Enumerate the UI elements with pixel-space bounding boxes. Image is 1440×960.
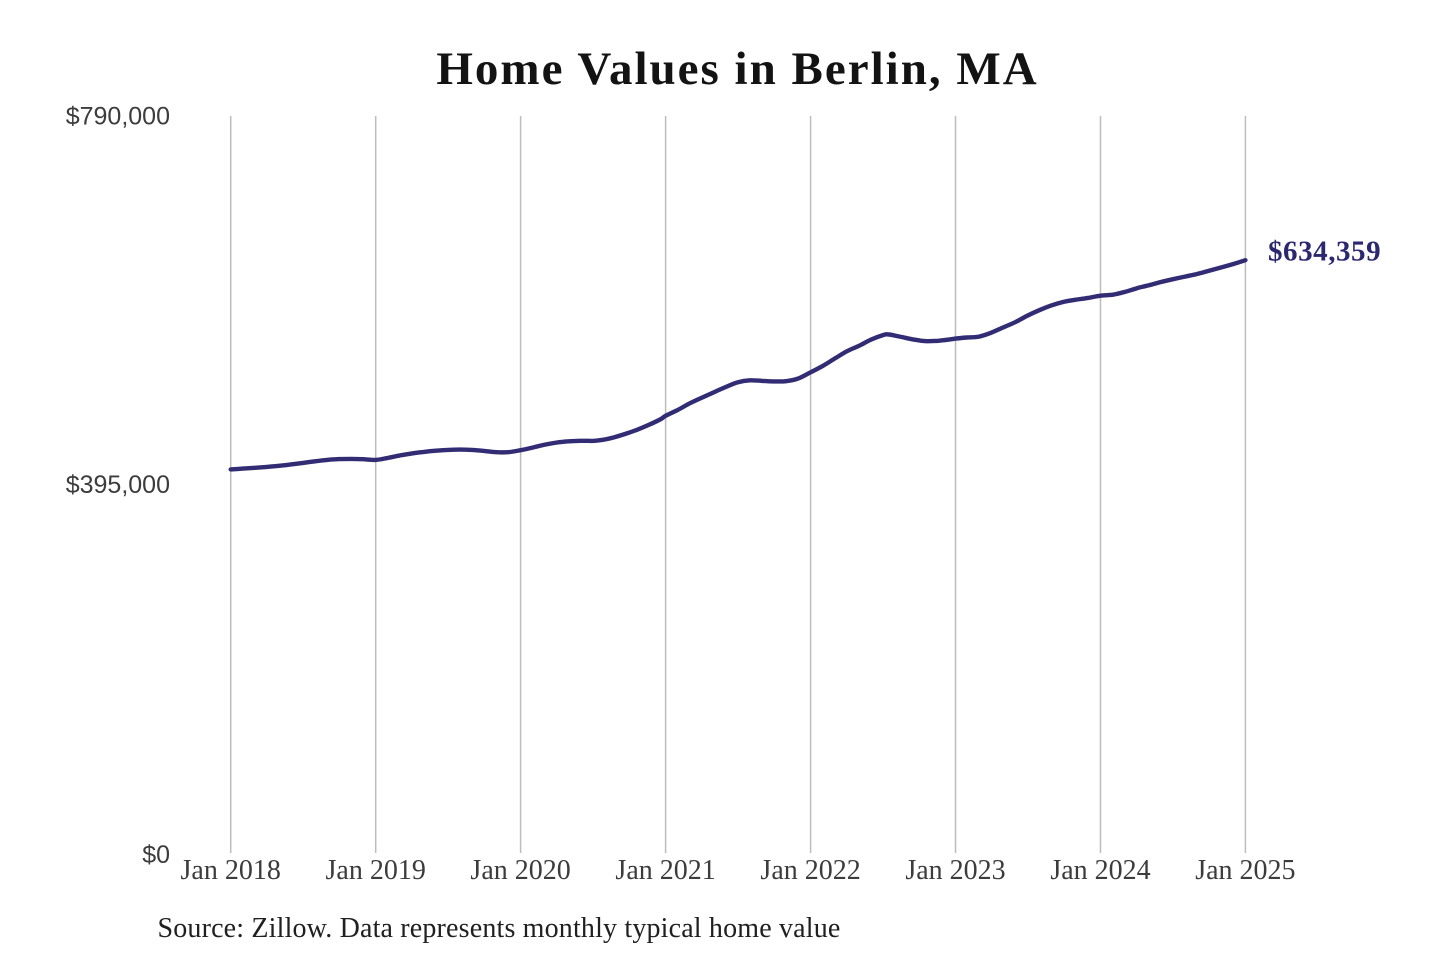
svg-text:Jan 2019: Jan 2019 (326, 855, 426, 886)
svg-text:Jan 2021: Jan 2021 (615, 855, 715, 886)
svg-text:Source: Zillow. Data represent: Source: Zillow. Data represents monthly … (158, 913, 841, 944)
svg-text:Jan 2022: Jan 2022 (760, 855, 860, 886)
svg-text:Jan 2024: Jan 2024 (1050, 855, 1150, 886)
svg-text:Jan 2018: Jan 2018 (181, 855, 281, 886)
svg-text:$790,000: $790,000 (66, 103, 170, 131)
svg-text:Home Values in Berlin, MA: Home Values in Berlin, MA (436, 43, 1038, 95)
svg-text:Jan 2020: Jan 2020 (470, 855, 570, 886)
svg-text:$395,000: $395,000 (66, 471, 170, 499)
svg-text:Jan 2025: Jan 2025 (1195, 855, 1295, 886)
svg-text:$634,359: $634,359 (1268, 236, 1381, 268)
svg-text:Jan 2023: Jan 2023 (905, 855, 1005, 886)
svg-text:$0: $0 (142, 841, 170, 869)
